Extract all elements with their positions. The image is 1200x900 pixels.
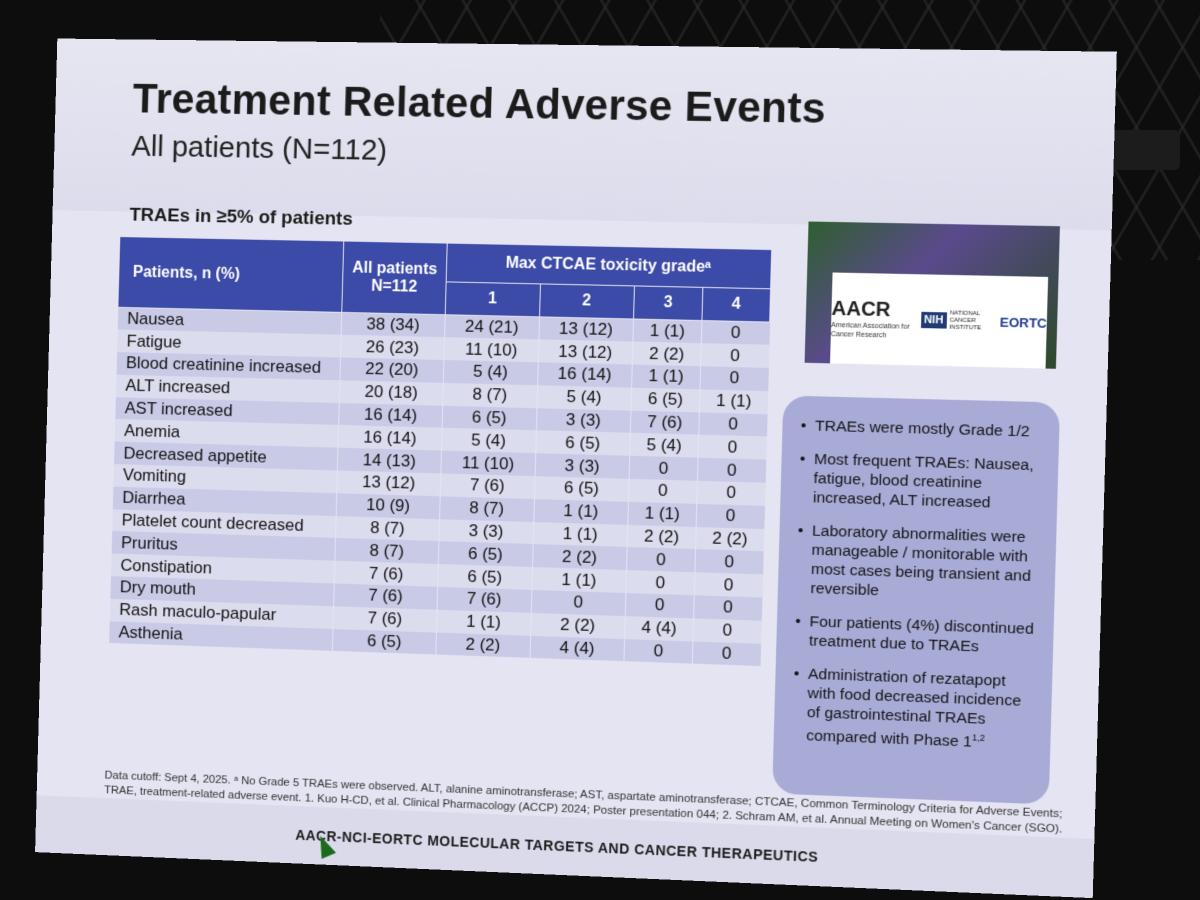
grade-1-cell: 2 (2): [436, 632, 530, 658]
logo-panel: AACR American Association for Cancer Res…: [805, 222, 1060, 369]
aacr-logo: AACR American Association for Cancer Res…: [831, 297, 922, 340]
grade-1-cell: 7 (6): [437, 587, 531, 613]
grade-1-cell: 1 (1): [436, 610, 530, 636]
all-patients-cell: 38 (34): [341, 312, 445, 337]
key-findings-callout: TRAEs were mostly Grade 1/2 Most frequen…: [772, 396, 1060, 805]
grade-2-cell: 5 (4): [537, 385, 632, 410]
header-grade-1: 1: [445, 282, 540, 317]
grade-1-cell: 11 (10): [444, 337, 538, 362]
grade-1-cell: 3 (3): [439, 519, 533, 545]
grade-1-cell: 8 (7): [443, 383, 537, 408]
grade-2-cell: 1 (1): [531, 567, 626, 593]
grade-4-cell: 0: [693, 618, 761, 643]
grade-3-cell: 0: [629, 456, 698, 481]
grade-2-cell: 16 (14): [537, 362, 632, 387]
grade-1-cell: 6 (5): [438, 564, 532, 590]
grade-3-cell: 1 (1): [633, 319, 702, 343]
eortc-logo: EORTC: [1000, 314, 1047, 330]
grade-1-cell: 24 (21): [445, 315, 539, 340]
grade-4-cell: 1 (1): [699, 389, 767, 414]
grade-2-cell: 6 (5): [535, 431, 630, 456]
all-patients-cell: 20 (18): [339, 380, 443, 405]
slide-subtitle: All patients (N=112): [131, 130, 388, 168]
grade-2-cell: 13 (12): [538, 317, 633, 342]
all-patients-cell: 16 (14): [339, 403, 443, 428]
grade-4-cell: 0: [695, 550, 763, 575]
grade-3-cell: 7 (6): [630, 410, 699, 435]
grade-4-cell: 0: [699, 412, 767, 437]
all-patients-cell: 6 (5): [332, 629, 436, 655]
header-grade-3: 3: [634, 286, 703, 320]
grade-3-cell: 0: [624, 639, 693, 664]
all-patients-cell: 8 (7): [336, 516, 440, 542]
all-patients-cell: 7 (6): [334, 561, 438, 587]
grade-2-cell: 2 (2): [532, 544, 627, 570]
callout-bullet: Four patients (4%) discontinued treatmen…: [794, 612, 1035, 659]
all-patients-cell: 16 (14): [338, 425, 442, 450]
header-grade-2: 2: [539, 284, 634, 319]
grade-1-cell: 7 (6): [440, 474, 534, 499]
all-patients-cell: 26 (23): [341, 335, 445, 360]
grade-3-cell: 4 (4): [625, 616, 694, 641]
grade-3-cell: 6 (5): [631, 388, 700, 413]
grade-2-cell: 4 (4): [530, 636, 625, 662]
section-label: TRAEs in ≥5% of patients: [129, 205, 353, 231]
grade-1-cell: 11 (10): [441, 451, 535, 476]
all-patients-cell: 22 (20): [340, 358, 444, 383]
grade-2-cell: 0: [531, 590, 626, 616]
reference-superscript: 1,2: [972, 732, 985, 743]
grade-4-cell: 0: [696, 504, 764, 529]
grade-1-cell: 5 (4): [443, 360, 537, 385]
grade-3-cell: 0: [626, 570, 695, 595]
all-patients-cell: 8 (7): [335, 538, 439, 564]
header-all-patients: All patients N=112: [342, 241, 447, 315]
grade-1-cell: 6 (5): [438, 542, 532, 568]
grade-2-cell: 3 (3): [536, 408, 631, 433]
grade-4-cell: 0: [697, 481, 765, 506]
grade-3-cell: 0: [625, 593, 694, 618]
callout-bullet: TRAEs were mostly Grade 1/2: [801, 416, 1041, 442]
grade-1-cell: 8 (7): [440, 496, 534, 522]
grade-3-cell: 0: [627, 547, 696, 572]
grade-1-cell: 6 (5): [442, 405, 536, 430]
grade-3-cell: 1 (1): [632, 365, 701, 390]
header-grade-4: 4: [702, 288, 771, 322]
callout-bullet: Laboratory abnormalities were manageable…: [796, 521, 1038, 605]
grade-4-cell: 0: [693, 595, 761, 620]
header-ctcae-grade: Max CTCAE toxicity gradeᵃ: [446, 243, 772, 289]
grade-4-cell: 0: [692, 641, 760, 666]
grade-3-cell: 0: [628, 479, 697, 504]
grade-4-cell: 0: [697, 458, 765, 483]
callout-bullet: Administration of rezatapopt with food d…: [792, 664, 1034, 754]
grade-2-cell: 6 (5): [534, 476, 629, 502]
grade-4-cell: 0: [701, 343, 770, 368]
grade-4-cell: 0: [694, 572, 762, 597]
grade-3-cell: 1 (1): [628, 502, 697, 527]
grade-2-cell: 3 (3): [535, 453, 630, 478]
grade-4-cell: 0: [701, 321, 770, 346]
grade-2-cell: 1 (1): [533, 522, 628, 548]
grade-2-cell: 13 (12): [538, 340, 633, 365]
projection-screen: Treatment Related Adverse Events All pat…: [35, 39, 1117, 899]
grade-4-cell: 0: [698, 435, 766, 460]
trae-table: Patients, n (%) All patients N=112 Max C…: [108, 236, 772, 666]
nih-logo: NIH NATIONAL CANCER INSTITUTE: [921, 309, 1001, 332]
callout-bullet: Most frequent TRAEs: Nausea, fatigue, bl…: [798, 449, 1039, 514]
logo-strip: AACR American Association for Cancer Res…: [830, 272, 1048, 368]
grade-2-cell: 1 (1): [533, 499, 628, 525]
all-patients-cell: 10 (9): [336, 493, 440, 519]
grade-3-cell: 5 (4): [630, 433, 699, 458]
grade-3-cell: 2 (2): [627, 525, 696, 550]
all-patients-cell: 14 (13): [337, 448, 441, 474]
grade-1-cell: 5 (4): [441, 428, 535, 453]
grade-2-cell: 2 (2): [530, 613, 625, 639]
grade-4-cell: 0: [700, 366, 769, 391]
grade-3-cell: 2 (2): [632, 342, 701, 367]
header-patients: Patients, n (%): [118, 237, 344, 313]
trae-table-body: Nausea 38 (34) 24 (21) 13 (12) 1 (1) 0 Fatigue…: [109, 307, 770, 666]
grade-4-cell: 2 (2): [695, 527, 763, 552]
all-patients-cell: 13 (12): [337, 471, 441, 497]
